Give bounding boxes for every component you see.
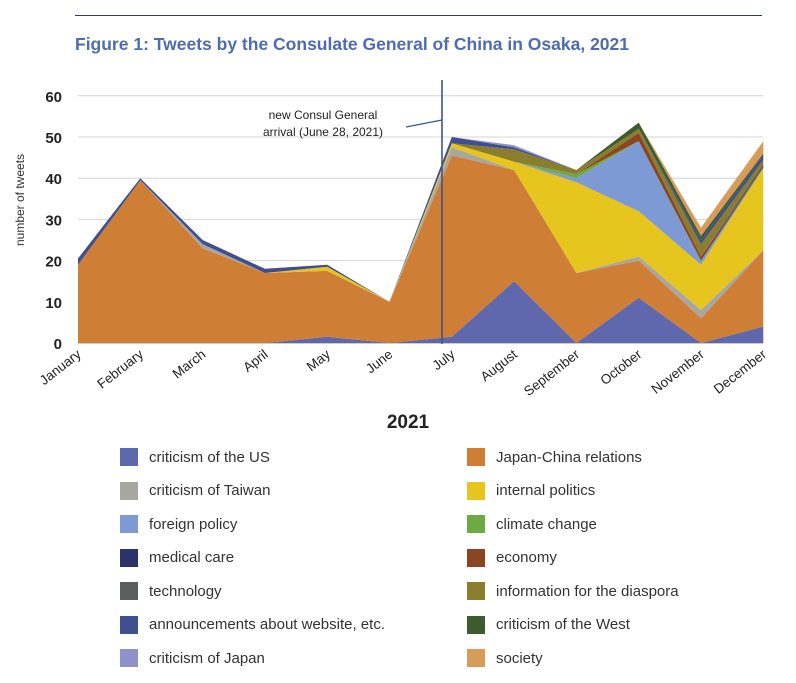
legend-label: criticism of Japan [149,649,265,667]
x-tick-label: February [94,346,146,391]
legend-item: criticism of Taiwan [120,481,271,500]
legend-swatch [120,481,138,500]
legend-item: announcements about website, etc. [120,615,385,634]
legend-label: announcements about website, etc. [149,616,385,633]
x-tick-label: July [429,346,457,373]
annotation-text-line1: new Consul General [269,108,378,122]
legend-swatch [120,515,138,533]
legend-swatch [467,582,485,600]
y-tick-label: 40 [45,171,62,188]
x-tick-label: May [304,346,334,374]
legend-swatch [120,582,138,600]
legend-swatch [120,615,138,634]
area-series [78,143,764,310]
y-tick-label: 30 [45,212,62,229]
area-series [78,281,764,343]
legend-label: internal politics [496,482,596,499]
legend-swatch [120,448,138,466]
legend-item: climate change [467,515,597,533]
legend-swatch [120,548,138,567]
legend-label: medical care [149,549,235,566]
legend-label: criticism of Taiwan [149,482,271,499]
top-rule [75,15,762,16]
y-tick-label: 0 [54,336,62,353]
area-series [78,141,764,302]
legend-label: economy [496,549,557,566]
legend-swatch [467,481,485,500]
x-tick-label: October [597,346,644,388]
legend-swatch [467,548,485,567]
figure-title: Figure 1: Tweets by the Consulate Genera… [75,34,630,54]
legend-item: society [467,649,543,667]
y-tick-label: 10 [45,295,62,312]
legend-item: information for the diaspora [467,582,679,600]
legend-swatch [467,515,485,533]
legend-swatch [467,615,485,634]
legend-label: foreign policy [149,515,238,533]
legend-label: criticism of the West [496,616,630,633]
y-axis-label: number of tweets [13,154,27,246]
x-tick-label: December [711,346,770,396]
legend-item: internal politics [467,481,596,500]
annotation-pointer [405,119,443,128]
legend-swatch [467,649,485,667]
legend-label: information for the diaspora [496,582,679,600]
y-tick-label: 20 [45,254,62,271]
legend-label: Japan-China relations [496,448,642,466]
x-axis-label: 2021 [387,412,430,433]
x-tick-label: April [240,347,271,375]
legend-item: economy [467,548,557,567]
legend-item: criticism of the West [467,615,630,634]
area-series [78,155,764,343]
y-tick-label: 50 [45,130,62,147]
legend-swatch [467,448,485,466]
legend-swatch [120,649,138,667]
legend-item: technology [120,582,222,600]
legend-label: criticism of the US [149,448,270,466]
legend-item: medical care [120,548,235,567]
x-tick-label: March [170,347,209,382]
annotation-text-line2: arrival (June 28, 2021) [263,125,383,139]
y-tick-label: 60 [45,89,62,106]
x-tick-label: August [478,346,521,384]
legend-label: society [496,649,543,667]
x-tick-label: June [363,347,395,377]
legend-item: Japan-China relations [467,448,642,466]
legend-item: criticism of the US [120,448,270,466]
legend-item: criticism of Japan [120,649,265,667]
x-tick-label: November [649,346,708,396]
legend-item: foreign policy [120,515,237,533]
legend-label: climate change [496,515,597,533]
legend-label: technology [149,582,222,600]
x-tick-label: September [521,346,583,399]
